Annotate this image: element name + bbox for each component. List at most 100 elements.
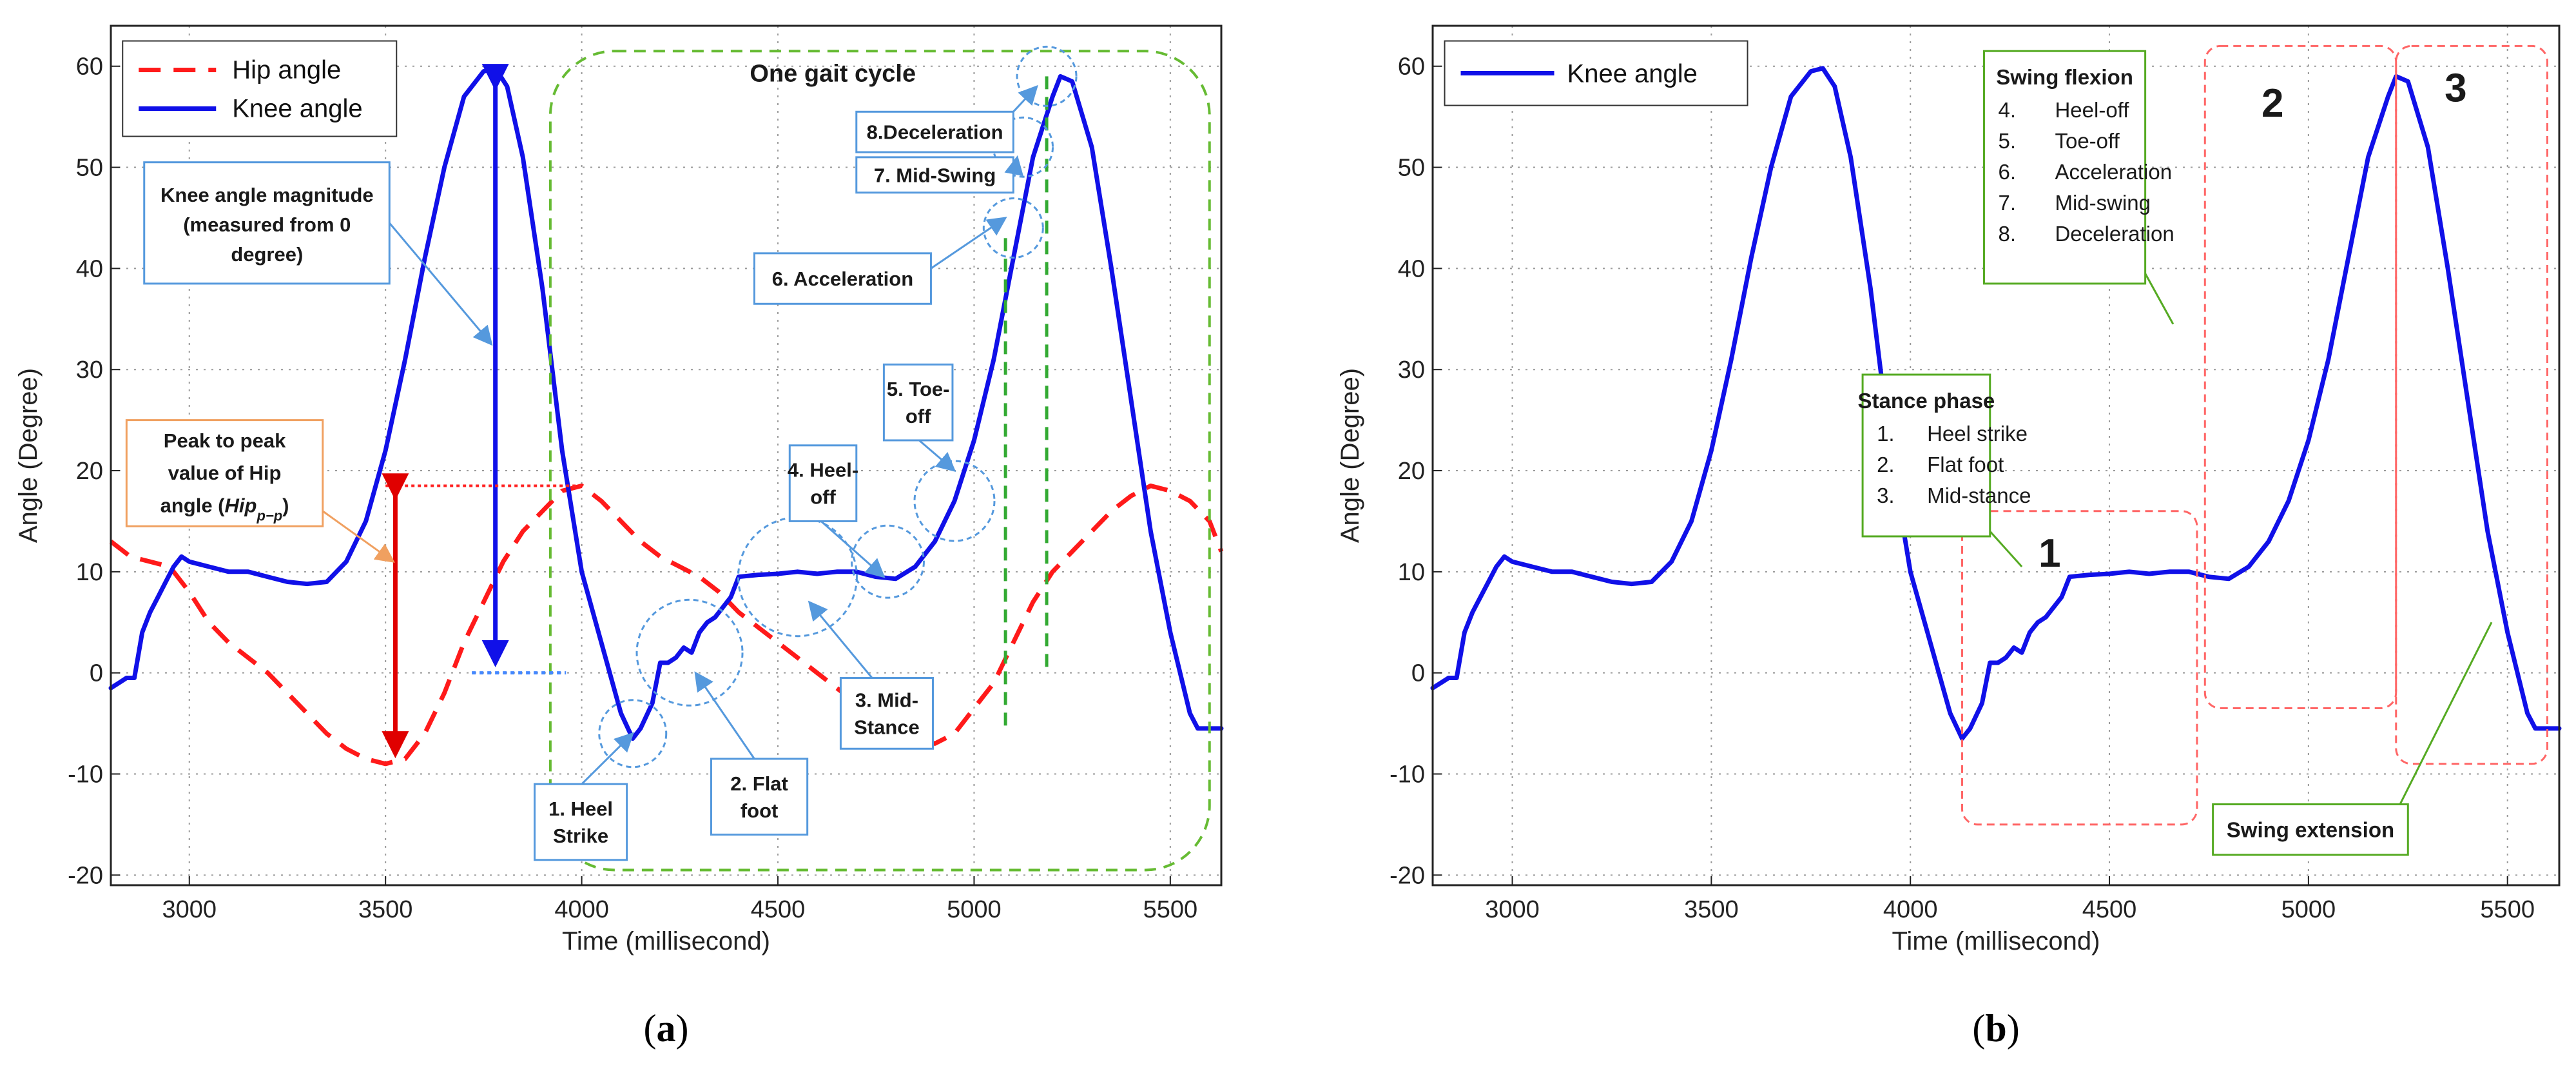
heel_off-callout-text-line-1: off [810, 486, 836, 509]
gait-cycle-label: One gait cycle [750, 60, 916, 87]
hip-peak-text-line-0: Peak to peak [164, 429, 286, 452]
y-tick-label: -20 [1390, 862, 1425, 889]
acceleration-callout-text-line-0: 6. Acceleration [772, 268, 913, 290]
swing-flexion-item: Mid-swing [2055, 191, 2151, 215]
deceleration-circle [1016, 45, 1078, 107]
phase-3-number: 3 [2445, 66, 2466, 111]
flat_foot-circle [635, 598, 744, 707]
hip-math-sub: p−p [256, 507, 282, 524]
y-tick-label: -20 [68, 862, 103, 889]
mid_swing-callout-text-line-0: 7. Mid-Swing [874, 164, 996, 186]
x-ticks-a: 3000 3500 4000 4500 5000 5500 [162, 876, 1197, 923]
chart-b: -20 -10 0 10 20 30 40 50 60 3000 3500 4000 4500 5000… [1336, 24, 2562, 1050]
acceleration-circle [982, 197, 1044, 259]
stance-phase-box [1861, 373, 1991, 538]
hip-angle-line [109, 484, 1224, 767]
caption-a: (a) [644, 1007, 689, 1050]
swing-flexion-leader [2144, 273, 2174, 325]
swing-flexion-item: Deceleration [2055, 222, 2174, 246]
legend-a: Hip angle Knee angle [122, 40, 398, 137]
acceleration-callout [753, 252, 932, 305]
stance-item: Mid-stance [1927, 484, 2031, 507]
mid_swing-leader [1004, 155, 1023, 178]
mid_swing-callout [855, 156, 1014, 194]
flat_foot-callout-text-line-0: 2. Flat [730, 772, 788, 795]
knee-magnitude-leader [389, 222, 493, 346]
mid_stance-callout-text-line-0: 3. Mid- [855, 689, 918, 711]
y-tick-label: 50 [76, 155, 103, 182]
x-tick-label: 5000 [947, 896, 1002, 923]
caption-b: (b) [1972, 1007, 2019, 1050]
series-b [1430, 66, 2562, 741]
knee-magnitude-callout [143, 161, 391, 285]
phase-1-box [1961, 510, 2198, 826]
y-tick-label: 40 [76, 255, 103, 282]
flat_foot-callout [710, 758, 809, 836]
toe_off-callout-text-line-1: off [905, 405, 931, 427]
phase-3-box [2395, 44, 2548, 765]
stance-item: Heel strike [1927, 422, 2028, 445]
y-tick-label: 30 [76, 357, 103, 384]
x-tick-label: 4000 [554, 896, 609, 923]
legend-knee-label: Knee angle [1567, 60, 1698, 88]
x-tick-label: 3500 [358, 896, 413, 923]
series-a [108, 66, 1224, 767]
toe_off-callout-text-line-0: 5. Toe- [887, 378, 950, 400]
y-tick-label: 50 [1398, 155, 1425, 182]
y-axis-label-b: Angle (Degree) [1336, 368, 1364, 543]
hip-peak-text-line-1: value of Hip [168, 462, 282, 484]
caption-letter: a [657, 1007, 676, 1050]
swing-extension-box [2212, 803, 2409, 856]
x-axis-label-b: Time (millisecond) [1892, 927, 2100, 955]
heel_strike-callout-text-line-1: Strike [553, 825, 608, 847]
mid_stance-callout-text-line-1: Stance [854, 716, 920, 738]
stance-num: 1. [1877, 422, 1895, 445]
y-ticks-b: -20 -10 0 10 20 30 40 50 60 [1390, 54, 1442, 889]
swing-flexion-item: Toe-off [2055, 129, 2120, 153]
swing-extension-label: Swing extension [2227, 818, 2394, 842]
x-tick-label: 4500 [2082, 896, 2137, 923]
phase-1-number: 1 [2039, 531, 2060, 576]
heel_strike-callout-text-line-0: 1. Heel [548, 798, 613, 820]
heel_off-leader [820, 520, 886, 578]
y-tick-label: 60 [1398, 54, 1425, 81]
swing-extension-leader [2399, 622, 2493, 805]
mid_stance-circle [737, 516, 858, 638]
acceleration-leader [930, 217, 1007, 269]
swing-flexion-box [1982, 50, 2147, 285]
y-tick-label: 20 [1398, 458, 1425, 485]
swing-flexion-num: 8. [1998, 222, 2016, 246]
stance-phase-title: Stance phase [1858, 389, 1995, 413]
x-tick-label: 4500 [751, 896, 806, 923]
deceleration-callout [855, 110, 1014, 153]
heel_strike-leader [581, 732, 634, 785]
swing-flexion-num: 5. [1998, 129, 2016, 153]
toe_off-leader [918, 439, 956, 472]
x-tick-label: 5500 [1143, 896, 1198, 923]
x-axis-label-a: Time (millisecond) [562, 927, 770, 955]
legend-hip-label: Hip angle [232, 56, 341, 84]
swing-flexion-num: 4. [1998, 98, 2016, 122]
heel_off-callout [788, 444, 858, 522]
swing-flexion-num: 7. [1998, 191, 2016, 215]
toe_off-circle [913, 460, 996, 542]
hip-math: Hip [225, 494, 257, 516]
y-tick-label: 0 [90, 660, 103, 687]
knee-magnitude-text-line-0: Knee angle magnitude [160, 184, 374, 206]
x-tick-label: 3000 [1485, 896, 1540, 923]
stance-item: Flat foot [1927, 453, 2004, 476]
plot-frame-b [1431, 24, 2561, 886]
x-ticks-b: 3000 3500 4000 4500 5000 5500 [1485, 876, 2535, 923]
heel_off-circle [850, 524, 925, 599]
gait-cycle-box [548, 50, 1211, 872]
stance-num: 2. [1877, 453, 1895, 476]
knee-magnitude-text-line-1: (measured from 0 [183, 213, 351, 236]
phase-2-number: 2 [2261, 81, 2283, 126]
chart-a: -20 -10 0 10 20 30 40 50 60 3000 3500 4000 4500 5000… [14, 24, 1224, 1050]
hip-peak-callout [125, 419, 324, 527]
stance-phase-leader [1989, 531, 2023, 568]
swing-flexion-num: 6. [1998, 160, 2016, 184]
knee-magnitude-text-line-2: degree) [231, 243, 303, 266]
stance-num: 3. [1877, 484, 1895, 507]
swing-flexion-item: Heel-off [2055, 98, 2129, 122]
